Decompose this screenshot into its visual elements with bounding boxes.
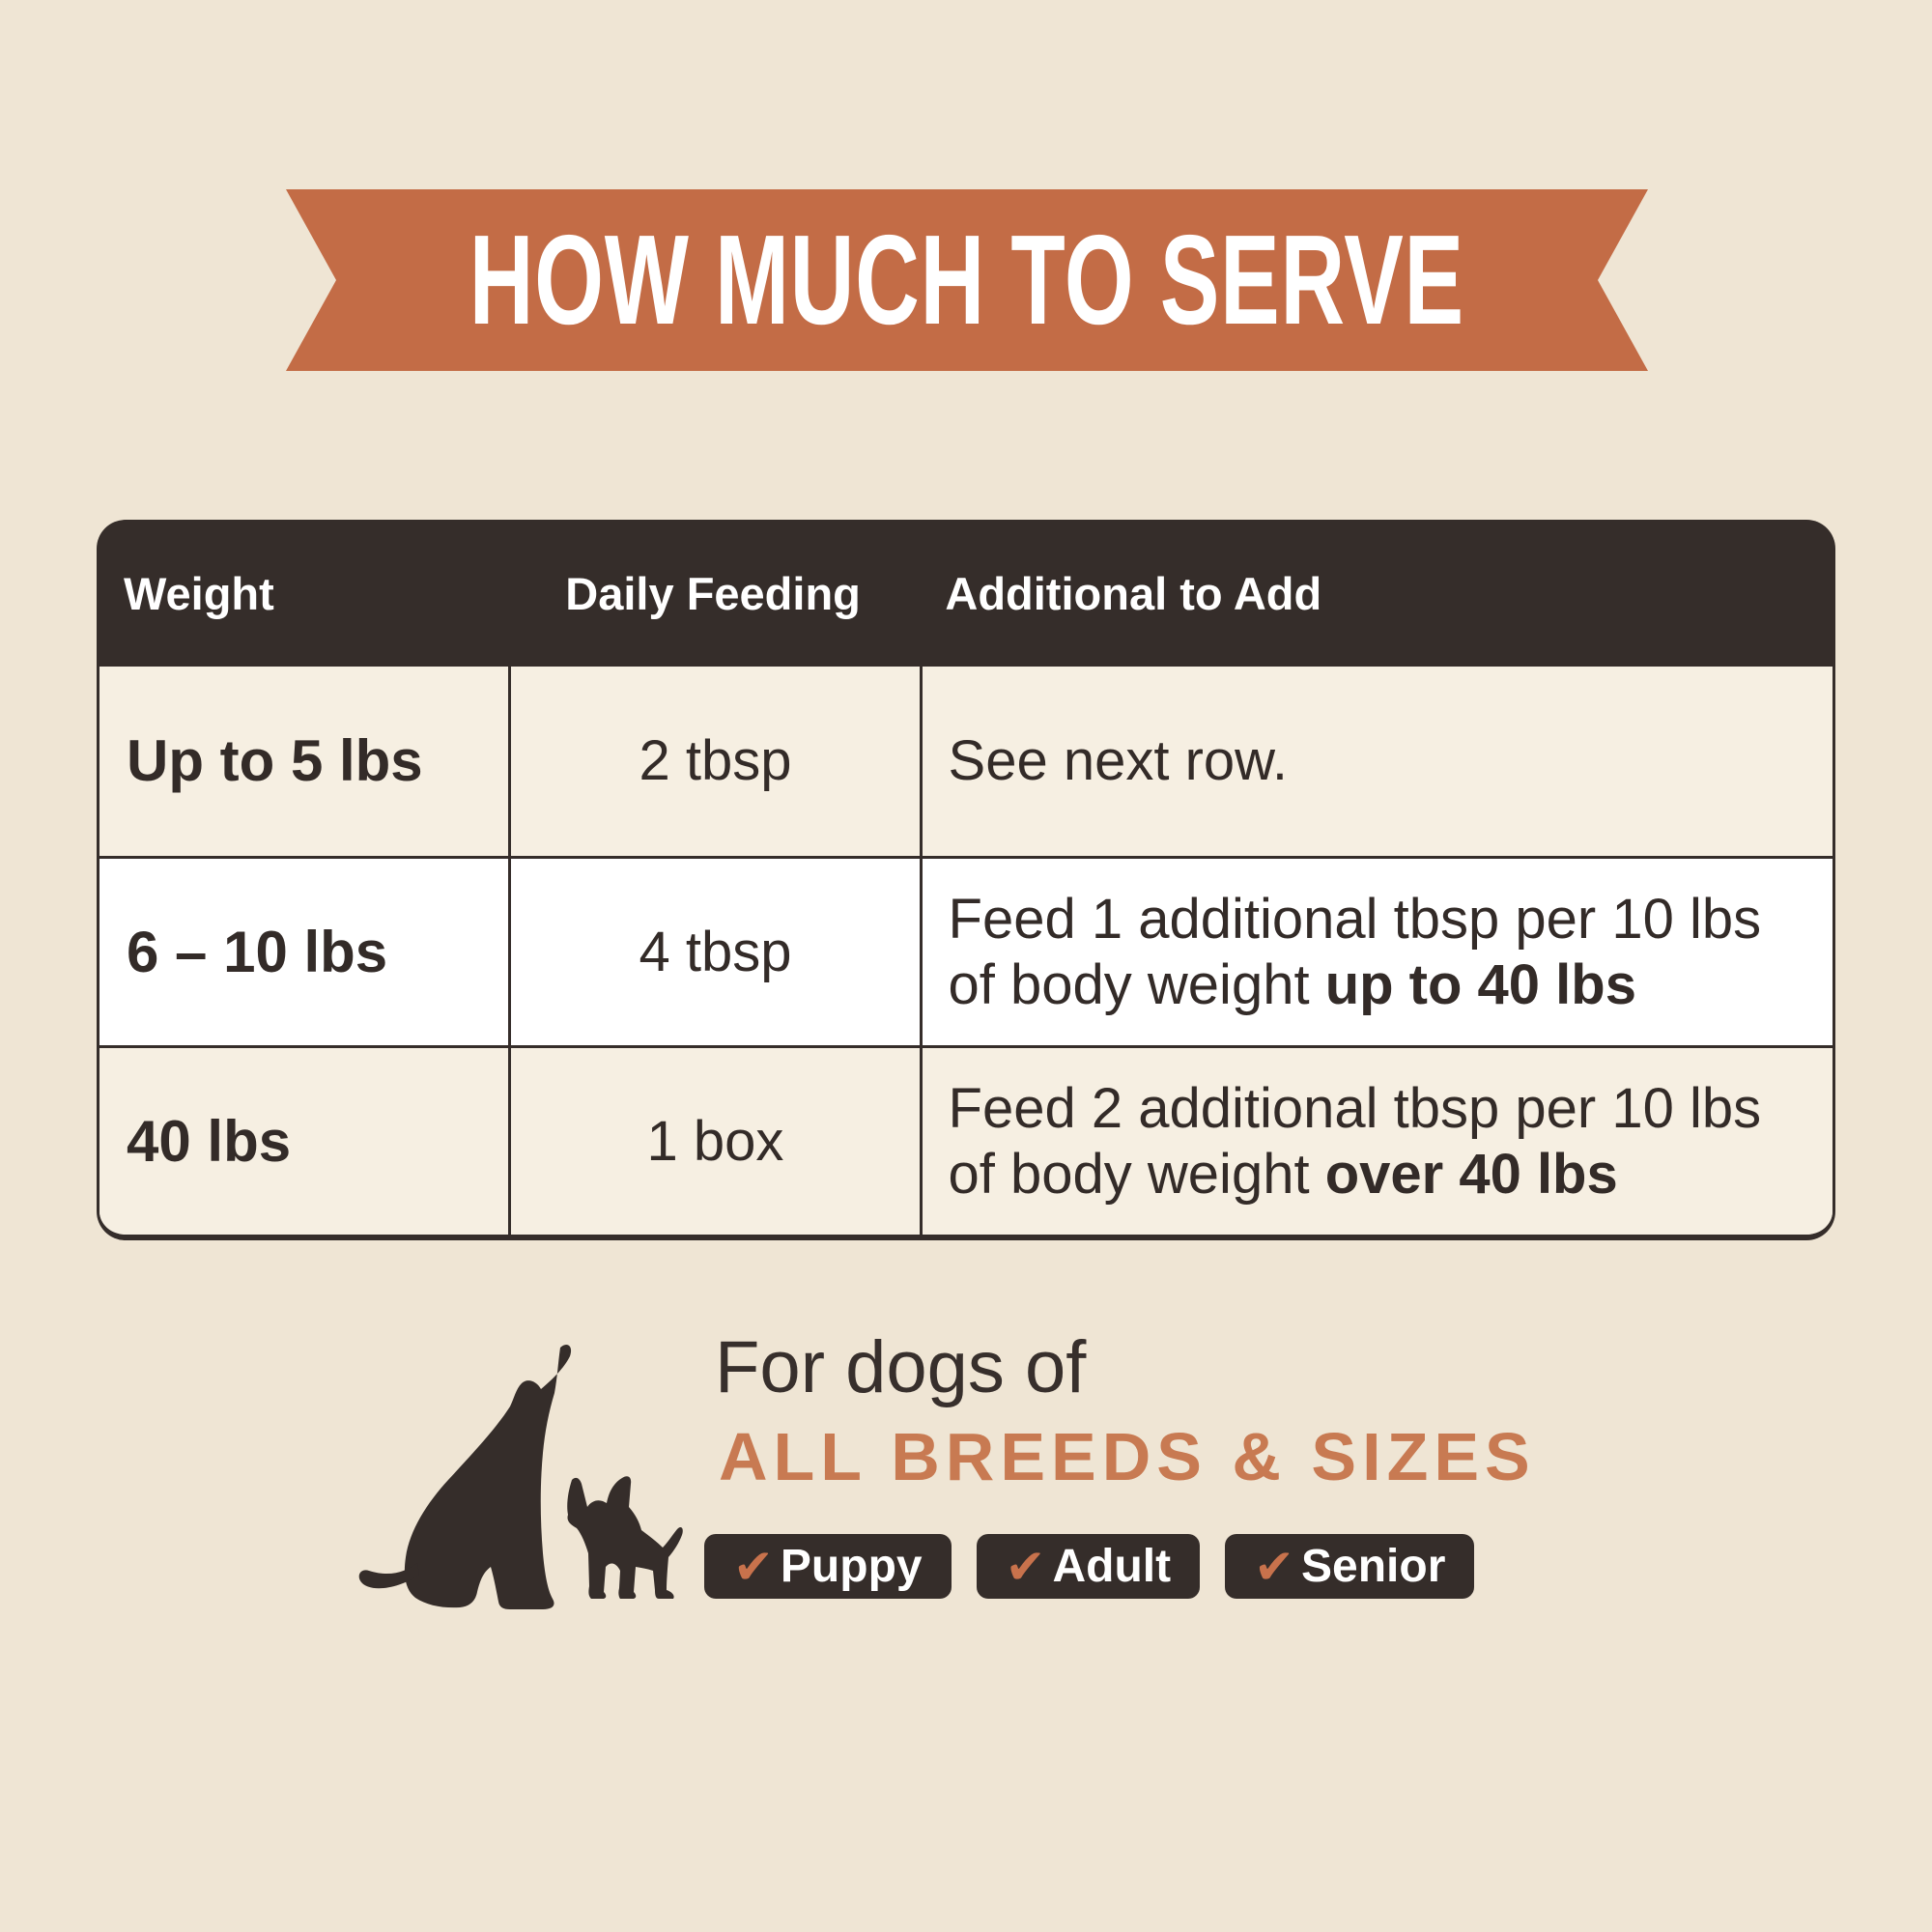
big-dog-silhouette (404, 1345, 572, 1609)
cell-additional-text: Feed 1 additional tbsp per 10 lbs of bod… (949, 887, 1811, 1017)
table-row: Up to 5 lbs 2 tbsp See next row. (99, 667, 1833, 856)
cell-additional: See next row. (919, 667, 1833, 856)
page-title: HOW MUCH TO SERVE (469, 209, 1465, 351)
footer-headline: ALL BREEDS & SIZES (719, 1419, 1536, 1494)
table-row: 40 lbs 1 box Feed 2 additional tbsp per … (99, 1045, 1833, 1235)
check-icon: ✔ (733, 1538, 774, 1595)
serving-table: Weight Daily Feeding Additional to Add U… (97, 520, 1835, 1240)
check-icon: ✔ (1254, 1538, 1295, 1595)
footer-intro-text: For dogs of (715, 1326, 1087, 1408)
cell-daily-feeding: 4 tbsp (508, 859, 919, 1045)
badge-adult: ✔ Adult (976, 1534, 1201, 1599)
title-ribbon: HOW MUCH TO SERVE (286, 189, 1648, 371)
note-text: See next row. (948, 729, 1288, 793)
badge-senior: ✔ Senior (1225, 1534, 1475, 1599)
cell-additional-text: Feed 2 additional tbsp per 10 lbs of bod… (949, 1076, 1811, 1207)
dogs-silhouette-image (358, 1345, 683, 1609)
cell-daily-feeding: 2 tbsp (508, 667, 919, 856)
cell-additional: Feed 1 additional tbsp per 10 lbs of bod… (919, 859, 1833, 1045)
table-row: 6 – 10 lbs 4 tbsp Feed 1 additional tbsp… (99, 856, 1833, 1045)
note-bold-text: up to 40 lbs (1324, 952, 1636, 1016)
note-text: Feed 2 additional tbsp per 10 lbs of bod… (948, 1077, 1762, 1206)
cell-weight: 40 lbs (127, 1108, 292, 1174)
cell-weight: 6 – 10 lbs (127, 919, 388, 984)
note-text: Feed 1 additional tbsp per 10 lbs of bod… (948, 888, 1762, 1016)
small-dog-silhouette (567, 1476, 683, 1599)
col-header-weight: Weight (124, 567, 274, 619)
note-bold-text: over 40 lbs (1324, 1142, 1618, 1206)
badge-label: Puppy (780, 1540, 923, 1592)
badge-label: Senior (1301, 1540, 1446, 1592)
cell-daily-feeding: 1 box (508, 1048, 919, 1235)
cell-additional: Feed 2 additional tbsp per 10 lbs of bod… (919, 1048, 1833, 1235)
badge-puppy: ✔ Puppy (704, 1534, 952, 1599)
table-body: Up to 5 lbs 2 tbsp See next row. 6 – 10 … (97, 667, 1835, 1240)
table-header-row: Weight Daily Feeding Additional to Add (97, 520, 1835, 667)
cell-weight: Up to 5 lbs (127, 728, 423, 794)
col-header-daily-feeding: Daily Feeding (565, 567, 861, 619)
col-header-additional-to-add: Additional to Add (945, 567, 1322, 619)
check-icon: ✔ (1005, 1538, 1046, 1595)
life-stage-badges: ✔ Puppy ✔ Adult ✔ Senior (704, 1534, 1475, 1599)
big-dog-tail (358, 1563, 419, 1589)
badge-label: Adult (1052, 1540, 1172, 1592)
cell-additional-text: See next row. (949, 728, 1288, 793)
